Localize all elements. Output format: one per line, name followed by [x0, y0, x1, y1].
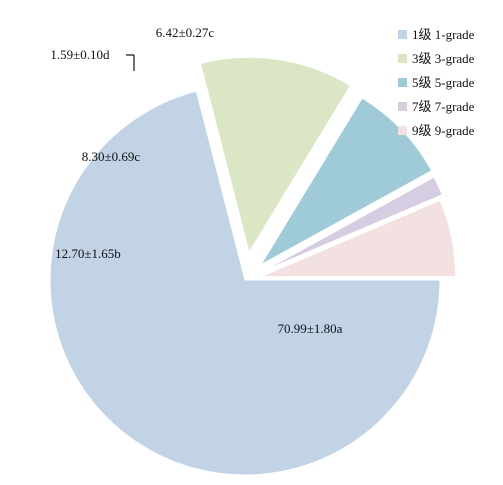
legend-label: 7级 7-grade — [412, 99, 475, 114]
legend-swatch — [398, 54, 407, 63]
legend-label: 3级 3-grade — [412, 51, 475, 66]
slice-3-grade — [199, 56, 352, 254]
legend-swatch — [398, 102, 407, 111]
slice-9-grade — [260, 199, 457, 278]
data-labels: 70.99±1.80a 12.70±1.65b 8.30±0.69c 1.59±… — [50, 25, 342, 336]
data-label-1-grade: 70.99±1.80a — [278, 321, 343, 336]
data-label-3-grade: 12.70±1.65b — [55, 246, 121, 261]
legend-swatch — [398, 30, 407, 39]
legend-label: 9级 9-grade — [412, 123, 475, 138]
legend-label: 5级 5-grade — [412, 75, 475, 90]
pie-slices — [49, 56, 457, 476]
legend-swatch — [398, 126, 407, 135]
slice-1-grade — [49, 90, 441, 476]
data-label-9-grade: 6.42±0.27c — [156, 25, 215, 40]
legend-swatch — [398, 78, 407, 87]
data-label-7-grade: 1.59±0.10d — [50, 47, 110, 62]
legend: 1级 1-grade 3级 3-grade 5级 5-grade 7级 7-grade… — [398, 27, 475, 138]
legend-label: 1级 1-grade — [412, 27, 475, 42]
data-label-5-grade: 8.30±0.69c — [82, 149, 141, 164]
slice-7-grade — [262, 176, 443, 272]
